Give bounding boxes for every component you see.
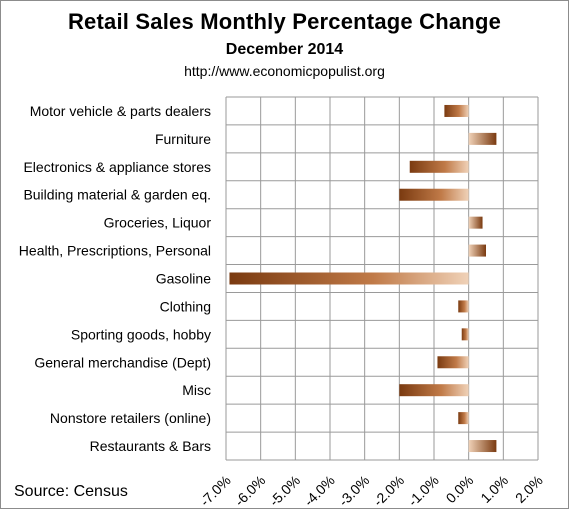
- bar-2: [409, 160, 469, 173]
- bar-5: [468, 244, 486, 257]
- x-tick-label: 0.0%: [443, 472, 477, 506]
- x-tick-label: 2.0%: [512, 472, 546, 506]
- bar-1: [468, 132, 497, 145]
- category-label: Sporting goods, hobby: [71, 326, 211, 342]
- bar-9: [437, 356, 469, 369]
- bar-0: [444, 104, 469, 117]
- bar-10: [399, 384, 469, 397]
- x-tick-label: -2.0%: [370, 472, 407, 508]
- bar-6: [229, 272, 469, 285]
- category-label: Clothing: [160, 298, 211, 314]
- category-label: Groceries, Liquor: [104, 215, 212, 231]
- bar-11: [458, 412, 469, 425]
- source-url: http://www.economicpopulist.org: [184, 63, 385, 79]
- category-label: Furniture: [155, 131, 211, 147]
- chart-title: Retail Sales Monthly Percentage Change: [67, 9, 502, 34]
- source-note: Source: Census: [14, 483, 128, 500]
- category-label: Misc: [182, 382, 211, 398]
- bars: [229, 104, 497, 453]
- x-tick-label: -7.0%: [197, 472, 234, 508]
- bar-4: [468, 216, 483, 229]
- category-label: Electronics & appliance stores: [23, 159, 211, 175]
- bar-7: [458, 300, 469, 313]
- chart-subtitle: December 2014: [225, 41, 344, 58]
- category-label: General merchandise (Dept): [34, 354, 211, 370]
- category-label: Building material & garden eq.: [23, 187, 211, 203]
- category-label: Gasoline: [156, 271, 211, 287]
- category-labels: Motor vehicle & parts dealers Furniture El…: [19, 103, 212, 454]
- bar-3: [399, 188, 469, 201]
- bar-12: [468, 440, 497, 453]
- x-tick-label: -3.0%: [335, 472, 372, 508]
- x-tick-label: -4.0%: [301, 472, 338, 508]
- x-tick-label: -1.0%: [405, 472, 442, 508]
- x-tick-label: -6.0%: [231, 472, 268, 508]
- x-tick-label: 1.0%: [477, 472, 511, 506]
- x-axis-ticks: -7.0%-6.0%-5.0%-4.0%-3.0%-2.0%-1.0% 0.0% 1…: [197, 472, 546, 508]
- category-label: Motor vehicle & parts dealers: [30, 103, 211, 119]
- category-label: Health, Prescriptions, Personal: [19, 243, 211, 259]
- category-label: Restaurants & Bars: [90, 438, 211, 454]
- category-label: Nonstore retailers (online): [50, 410, 211, 426]
- x-tick-label: -5.0%: [266, 472, 303, 508]
- bar-8: [461, 328, 469, 341]
